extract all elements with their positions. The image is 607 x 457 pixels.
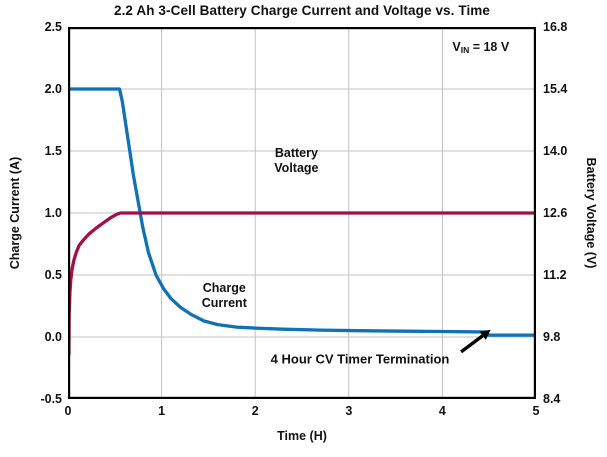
x-tick: 1 xyxy=(158,404,166,418)
x-tick: 2 xyxy=(251,404,259,418)
y-axis-label-right: Battery Voltage (V) xyxy=(584,157,598,269)
y-tick-right: 11.2 xyxy=(543,268,567,282)
x-axis-label: Time (H) xyxy=(277,429,327,443)
battery-voltage-label-line1: Battery xyxy=(274,145,318,160)
battery-voltage-series-label: Battery Voltage xyxy=(274,146,318,176)
charge-current-label-line1: Charge xyxy=(202,281,246,296)
y-tick-left: 1.0 xyxy=(44,206,62,220)
x-tick: 0 xyxy=(64,404,72,418)
vin-prefix: V xyxy=(452,40,461,55)
y-tick-left: 0.0 xyxy=(44,330,62,344)
vin-subscript: IN xyxy=(460,45,470,56)
vin-annotation: VIN = 18 V xyxy=(452,40,509,58)
y-tick-right: 9.8 xyxy=(543,330,561,344)
y-tick-right: 12.6 xyxy=(543,206,568,220)
x-tick: 5 xyxy=(532,404,540,418)
y-tick-left: 2.0 xyxy=(44,82,62,96)
y-tick-left: 0.5 xyxy=(44,268,62,282)
y-tick-left: 2.5 xyxy=(44,20,62,34)
y-tick-left: -0.5 xyxy=(40,392,62,406)
vin-suffix: = 18 V xyxy=(469,40,510,55)
charge-current-series-label: Charge Current xyxy=(202,281,247,311)
y-tick-right: 16.8 xyxy=(543,20,568,34)
charge-current-label-line2: Current xyxy=(201,296,247,311)
x-tick: 4 xyxy=(438,404,446,418)
chart-title: 2.2 Ah 3-Cell Battery Charge Current and… xyxy=(113,3,491,18)
y-tick-left: 1.5 xyxy=(44,144,62,158)
y-axis-label-left: Charge Current (A) xyxy=(8,156,22,270)
y-tick-right: 8.4 xyxy=(543,392,561,406)
plot-canvas xyxy=(68,27,536,399)
x-tick: 3 xyxy=(345,404,353,418)
cv-timer-termination-annotation: 4 Hour CV Timer Termination xyxy=(270,351,450,367)
battery-voltage-label-line2: Voltage xyxy=(274,160,319,175)
plot-area: VIN = 18 V Battery Voltage Charge Curren… xyxy=(68,27,536,399)
y-tick-right: 14.0 xyxy=(543,144,568,158)
y-tick-right: 15.4 xyxy=(543,82,568,96)
